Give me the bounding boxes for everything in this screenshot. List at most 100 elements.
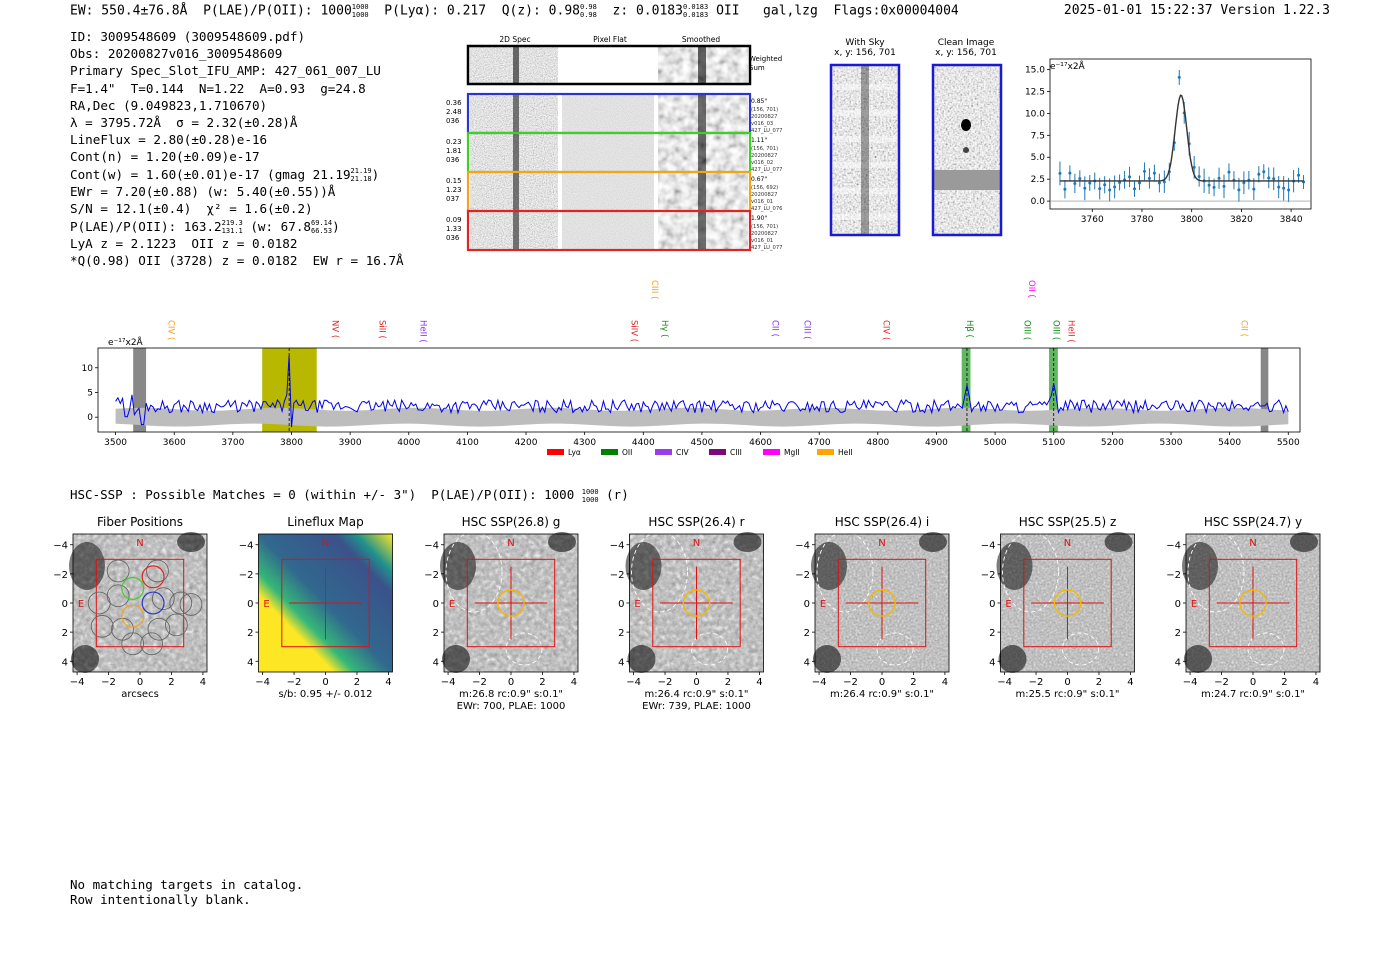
full-xtick-label: 3900 — [339, 438, 362, 448]
aperture-circle — [497, 589, 525, 617]
hsc-xtick-label: 2 — [725, 677, 731, 688]
hsc-caption: m:26.8 rc:0.9" s:0.1" — [459, 689, 563, 700]
zoom-data-point — [1212, 185, 1216, 189]
spec2d-right-label: 427_LU_077 — [751, 245, 782, 251]
hsc-xtick-label: 0 — [879, 677, 885, 688]
zoom-data-point — [1277, 185, 1281, 189]
zoom-data-point — [1118, 180, 1122, 184]
hsc-caption-2: EWr: 700, PLAE: 1000 — [457, 701, 566, 712]
line-id-label: Hγ ( — [659, 320, 669, 337]
spec2d-right-label: 427_LU_077 — [751, 128, 782, 134]
legend-swatch — [709, 449, 726, 455]
legend-item: CIII — [709, 448, 742, 457]
zoom-data-point — [1098, 187, 1102, 191]
hsc-xtick-label: −2 — [287, 677, 302, 688]
hsc-ytick-label: 2 — [1175, 628, 1181, 639]
full-xtick-label: 4300 — [573, 438, 596, 448]
hsc-xtick-label: −4 — [812, 677, 827, 688]
zoom-data-point — [1207, 183, 1211, 187]
spec2d-right-label: 20200827 — [751, 153, 777, 159]
zoom-data-point — [1272, 177, 1276, 181]
hsc-xtick-label: 0 — [322, 677, 328, 688]
info-contn: Cont(n) = 1.20(±0.09)e-17 — [70, 149, 260, 165]
contw-end: ) — [371, 166, 380, 182]
full-xtick-label: 4100 — [456, 438, 479, 448]
hsc-ytick-label: 4 — [1175, 657, 1181, 668]
zoom-data-point — [1103, 183, 1107, 187]
spec2d-left-label: 037 — [446, 195, 459, 203]
line-id-label: OII ( — [1026, 280, 1036, 298]
zoom-data-point — [1177, 75, 1181, 79]
info-plae-w-sup: 69.14 — [311, 219, 333, 228]
hsc-xtick-label: −4 — [255, 677, 270, 688]
hsc-panel-title: HSC SSP(24.7) y — [1204, 515, 1302, 529]
version: Version 1.22.3 — [1220, 3, 1330, 18]
zoom-data-point — [1287, 188, 1291, 192]
spec2d-panel: 2D Spec Pixel Flat Smoothed Weighted Sum … — [446, 35, 782, 252]
info-sn: S/N = 12.1(±0.4) χ² = 1.6(±0.2) — [70, 201, 313, 217]
qz-sup: 0.98 — [579, 3, 597, 11]
zoom-data-point — [1083, 186, 1087, 190]
line-id-label: OIII ( — [1051, 320, 1061, 340]
cutout-with-sky: With Sky x, y: 156, 701 — [828, 38, 902, 58]
zoom-data-point — [1152, 171, 1156, 175]
zoom-data-point — [1128, 175, 1132, 179]
tags: gal,lzg — [763, 3, 818, 19]
z-value: z: 0.0183 — [612, 3, 683, 19]
line-id-label: CII ( — [769, 320, 779, 337]
spec2d-left-label: 0.36 — [446, 99, 462, 107]
fiber-circle — [106, 584, 130, 608]
hsc-ytick-label: 4 — [804, 657, 810, 668]
zoom-ytick-label: 7.5 — [1031, 131, 1045, 141]
hsc-xtick-label: 4 — [1127, 677, 1133, 688]
east-label: E — [449, 599, 455, 610]
cutout-images — [829, 63, 1003, 237]
line-id-label: SiIV ( — [629, 320, 639, 342]
full-xtick-label: 3700 — [221, 438, 244, 448]
info-ewr: EWr = 7.20(±0.88) (w: 5.40(±0.55))Å — [70, 184, 336, 200]
weighted-sum-row: Weighted Sum — [466, 44, 782, 86]
north-label: N — [1249, 538, 1256, 549]
hsc-panel-title: Fiber Positions — [97, 515, 183, 529]
full-xtick-label: 4400 — [632, 438, 655, 448]
info-plae-w: (w: 67.8 — [250, 218, 311, 234]
line-id-label: OIII ( — [1021, 320, 1031, 340]
hsc-xtick-label: 2 — [539, 677, 545, 688]
hsc-band: (r) — [606, 487, 629, 502]
hsc-ytick-label: −4 — [610, 541, 625, 552]
hsc-title-text: HSC-SSP : Possible Matches = 0 (within +… — [70, 487, 575, 502]
zoom-xtick-label: 3840 — [1280, 215, 1303, 225]
info-obs: Obs: 20200827v016_3009548609 — [70, 46, 283, 62]
spec2d-right-label: 427_LU_077 — [751, 167, 782, 173]
zoom-data-point — [1147, 176, 1151, 180]
hsc-ytick-label: −4 — [981, 541, 996, 552]
full-xtick-label: 5000 — [984, 438, 1007, 448]
timestamp: 2025-01-01 15:22:37 — [1063, 3, 1213, 18]
hsc-xtick-label: −2 — [1214, 677, 1229, 688]
zoom-ytick-label: 2.5 — [1031, 175, 1045, 185]
zoom-xtick-label: 3760 — [1081, 215, 1104, 225]
zoom-data-point — [1063, 187, 1067, 191]
info-radec: RA,Dec (9.049823,1.710670) — [70, 97, 268, 113]
line-id-label: SiII ( — [376, 320, 386, 339]
zoom-ytick-label: 12.5 — [1025, 87, 1045, 97]
detection-info: ID: 3009548609 (3009548609.pdf) Obs: 202… — [70, 28, 404, 269]
legend-label: MgII — [784, 448, 800, 457]
aperture-circle — [1239, 589, 1267, 617]
full-xtick-label: 4800 — [866, 438, 889, 448]
qz-value: Q(z): 0.98 — [501, 3, 580, 19]
zoom-data-point — [1088, 181, 1092, 185]
hsc-caption: m:26.4 rc:0.9" s:0.1" — [830, 689, 934, 700]
spec2d-right-label: (156, 701) — [751, 107, 778, 113]
contw-sup: 21.19 — [350, 167, 372, 176]
zoom-axes — [1049, 58, 1312, 210]
fiber-circle — [151, 587, 175, 611]
zoom-data-point — [1222, 184, 1226, 188]
full-xtick-label: 5400 — [1218, 438, 1241, 448]
full-xtick-label: 5100 — [1042, 438, 1065, 448]
search-box — [466, 558, 556, 648]
north-label: N — [1064, 538, 1071, 549]
